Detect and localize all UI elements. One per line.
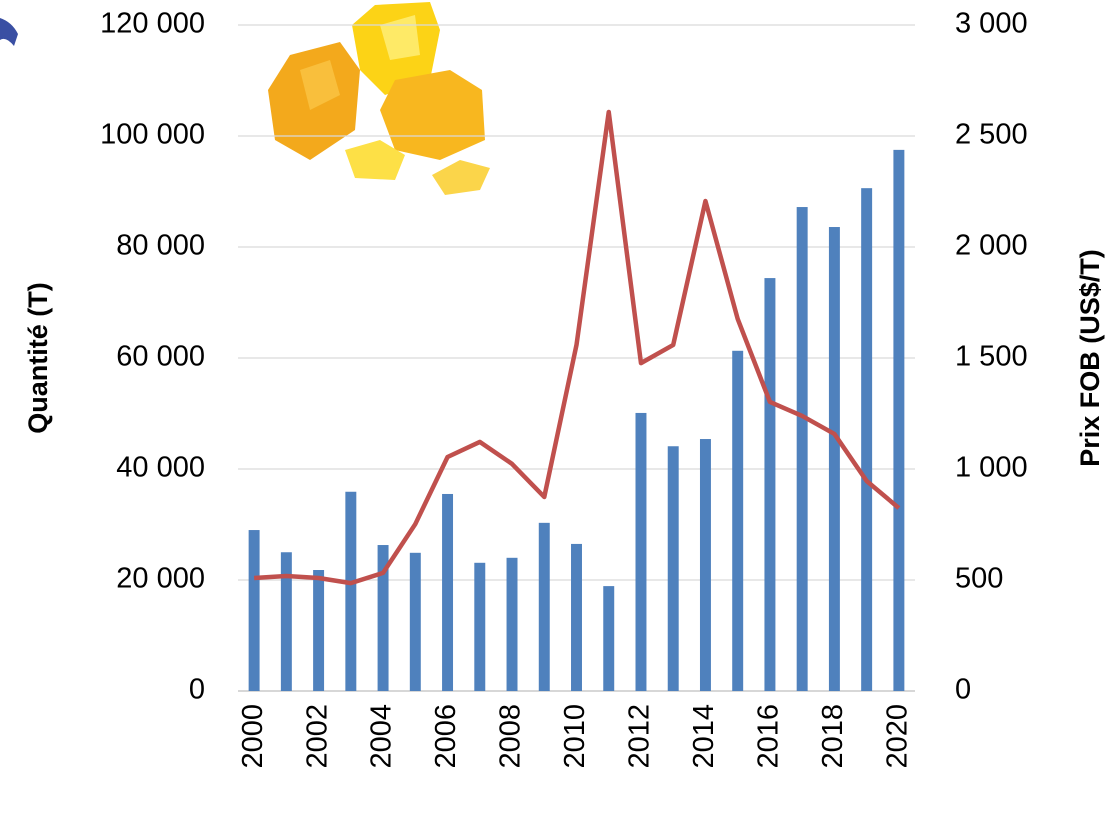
logo-fragment [0, 18, 18, 46]
y2-tick-label: 1 000 [955, 452, 1028, 484]
x-tick-label: 2006 [430, 704, 462, 769]
x-tick-label: 2016 [753, 704, 785, 769]
bar [732, 350, 744, 691]
x-tick-label: 2020 [882, 704, 914, 769]
y2-axis-title: Prix FOB (US$/T) [1075, 249, 1105, 467]
x-tick-label: 2000 [237, 704, 269, 769]
bar [474, 562, 486, 691]
y2-tick-label: 500 [955, 563, 1003, 595]
y2-tick-label: 0 [955, 674, 971, 706]
y2-tick-label: 3 000 [955, 8, 1028, 40]
bar [764, 278, 776, 691]
line [253, 109, 901, 586]
x-tick-label: 2008 [495, 704, 527, 769]
bar [571, 543, 582, 691]
bar [506, 557, 518, 691]
bar [796, 207, 808, 692]
y2-tick-label: 1 500 [955, 341, 1028, 373]
y-tick-label: 40 000 [116, 452, 205, 484]
bar [603, 586, 615, 691]
y-axis-title: Quantité (T) [23, 282, 53, 433]
y-tick-label: 60 000 [116, 341, 205, 373]
bar [377, 545, 389, 691]
bar [699, 439, 711, 691]
y-tick-label: 120 000 [100, 8, 205, 40]
x-tick-label: 2002 [301, 704, 333, 769]
bar [442, 493, 454, 691]
bar [893, 149, 905, 691]
y-tick-label: 0 [189, 674, 205, 706]
bar [248, 530, 260, 691]
x-tick-label: 2010 [559, 704, 591, 769]
x-tick-label: 2018 [817, 704, 849, 769]
bar [861, 188, 873, 692]
y2-tick-label: 2 000 [955, 230, 1028, 262]
x-tick-label: 2004 [366, 704, 398, 769]
x-tick-label: 2012 [624, 704, 656, 769]
y-tick-label: 100 000 [100, 119, 205, 151]
bar [667, 446, 679, 691]
bar [409, 552, 421, 691]
amber-image [268, 2, 490, 195]
y-tick-label: 20 000 [116, 563, 205, 595]
bar [635, 412, 647, 691]
bar [280, 552, 292, 691]
bar [538, 522, 550, 691]
bar [345, 491, 357, 691]
y-tick-label: 80 000 [116, 230, 205, 262]
bar [313, 570, 325, 691]
x-tick-label: 2014 [688, 704, 720, 769]
y2-tick-label: 2 500 [955, 119, 1028, 151]
bar [828, 227, 840, 691]
